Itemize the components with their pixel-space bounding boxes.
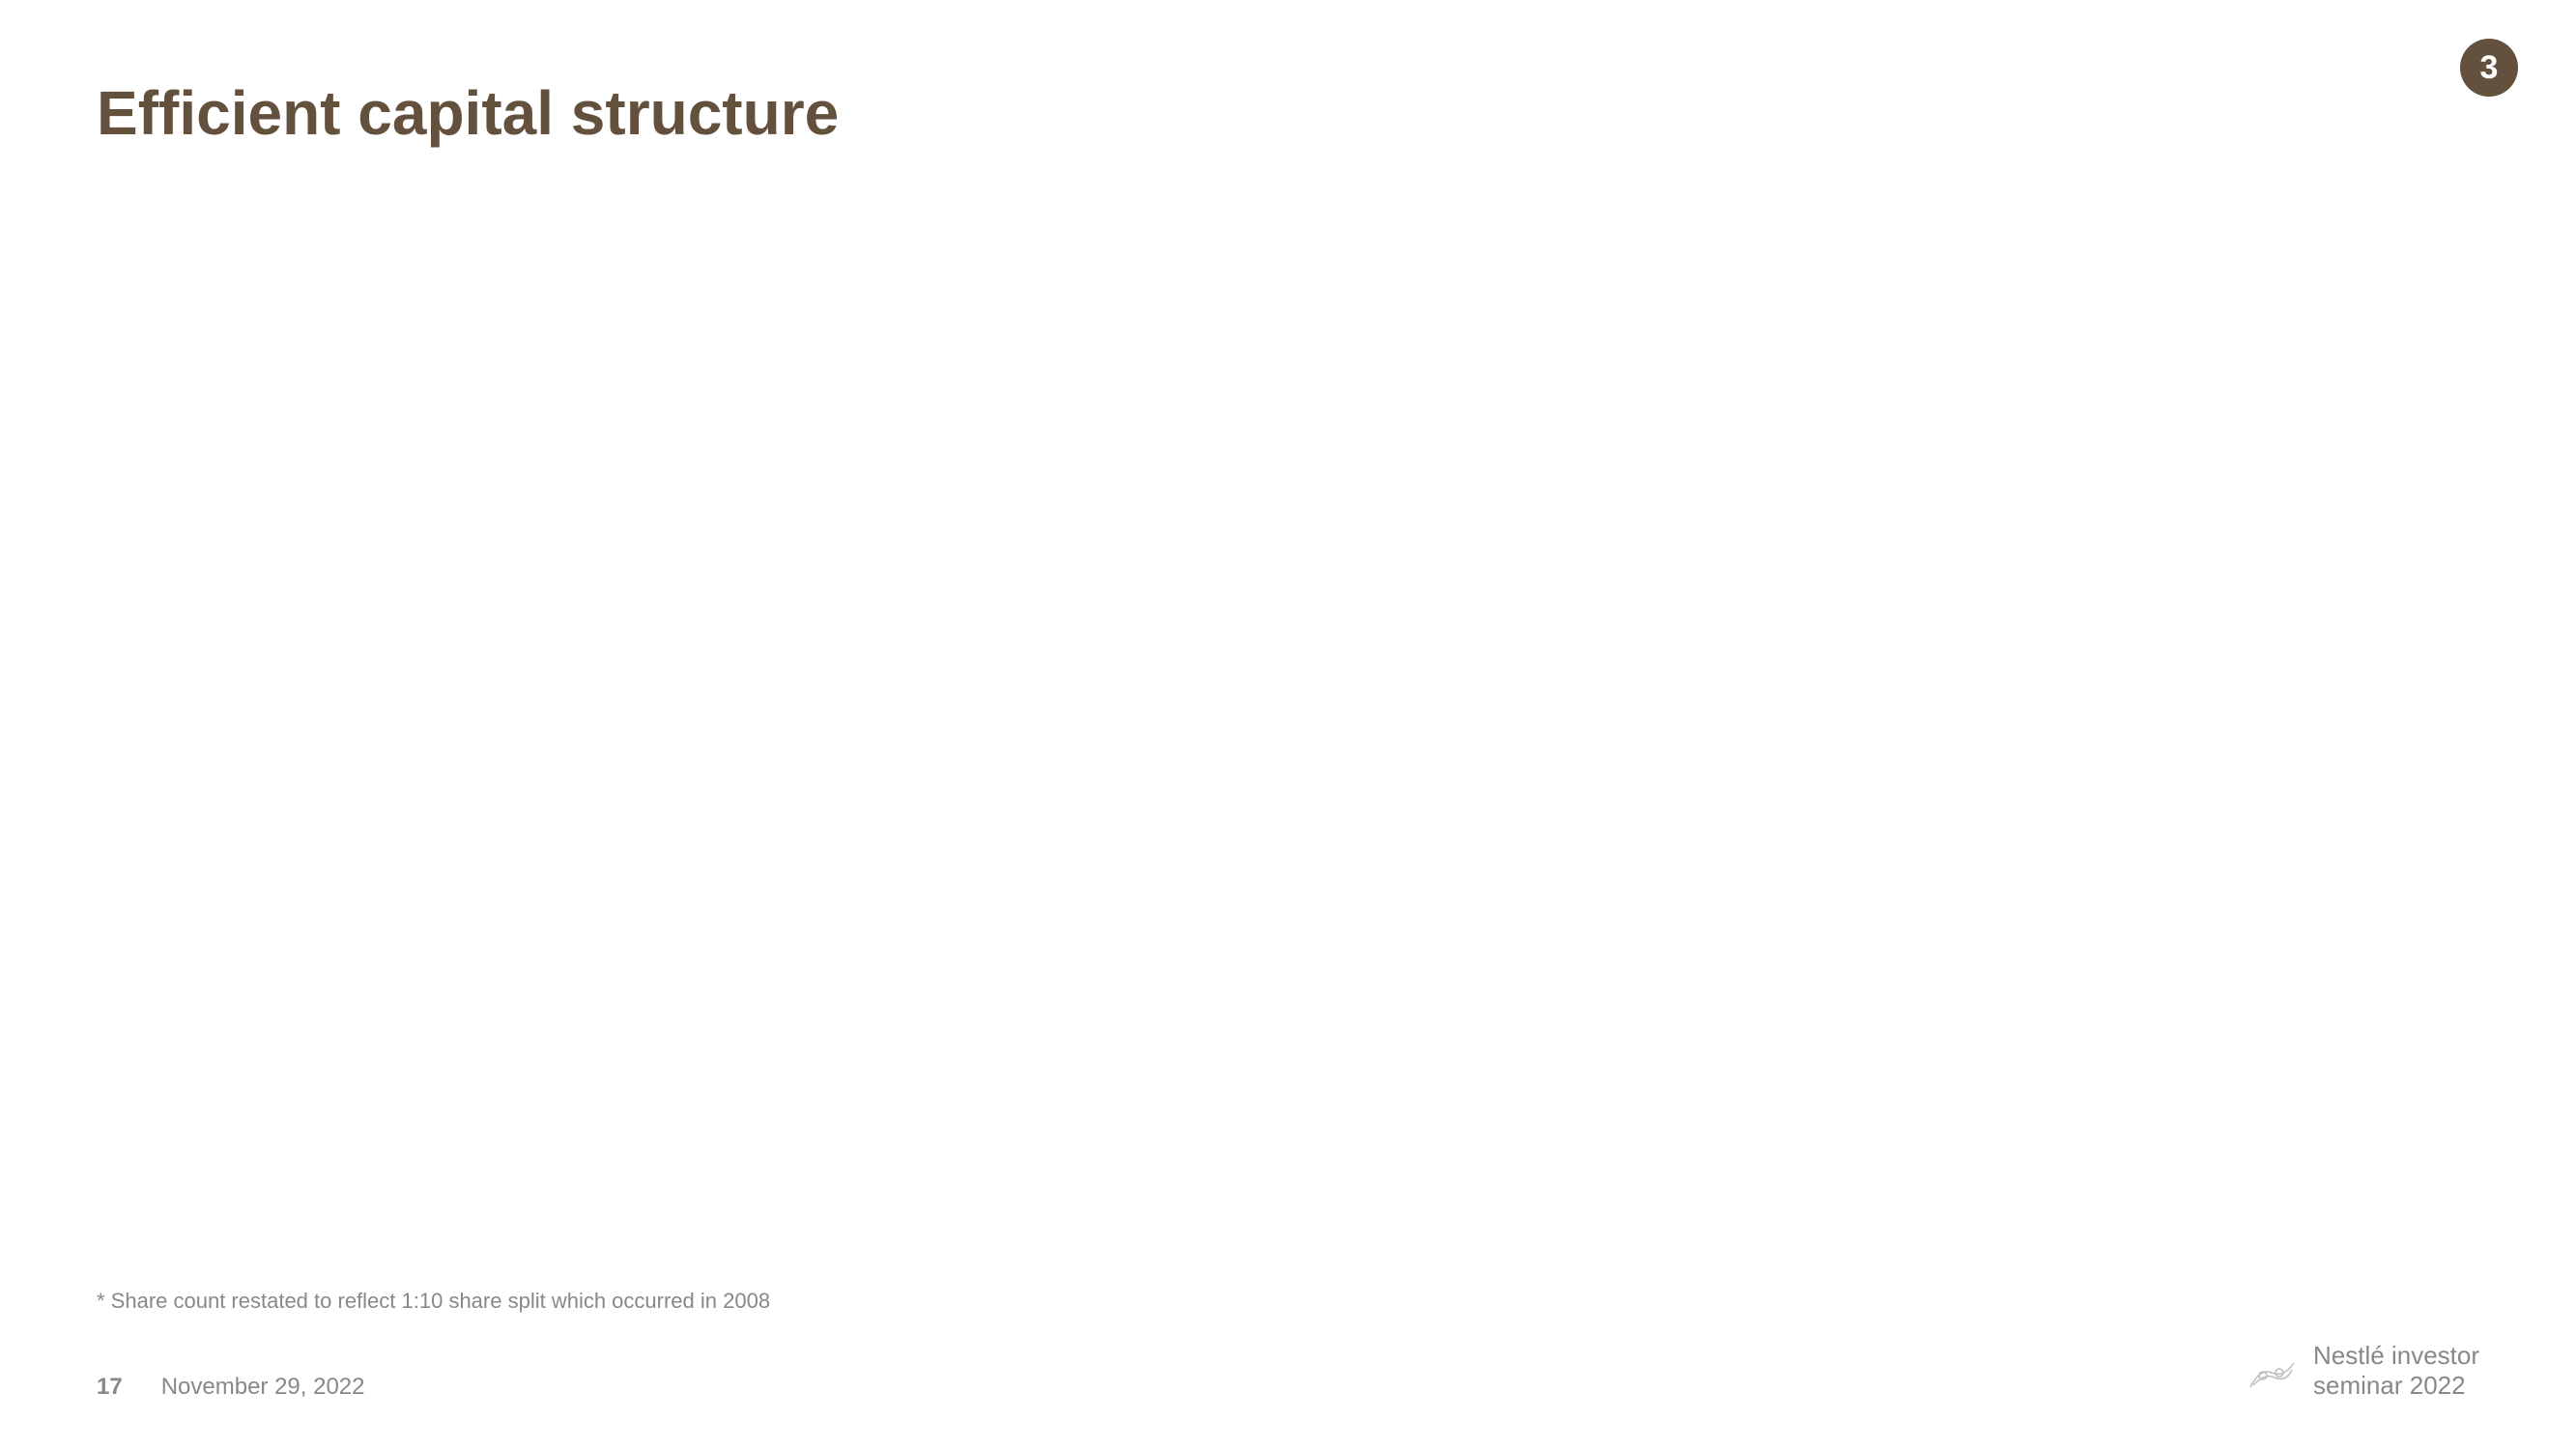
slide-number-badge: 3 — [2460, 39, 2518, 97]
brand-logo-icon — [2246, 1349, 2299, 1392]
slide-title: Efficient capital structure — [97, 77, 2479, 149]
footer-date: November 29, 2022 — [161, 1374, 365, 1401]
brand-line1: Nestlé investor — [2313, 1341, 2479, 1371]
brand-line2: seminar 2022 — [2313, 1371, 2479, 1401]
badge-text: 3 — [2480, 49, 2499, 87]
footnote: * Share count restated to reflect 1:10 s… — [97, 1289, 2479, 1314]
footer-right: Nestlé investor seminar 2022 — [2246, 1341, 2479, 1401]
brand-text: Nestlé investor seminar 2022 — [2313, 1341, 2479, 1401]
slide: 3 Efficient capital structure * Share co… — [0, 0, 2576, 1449]
page-number: 17 — [97, 1374, 123, 1401]
panels-row — [97, 197, 2479, 1260]
footer: 17 November 29, 2022 Nestlé investor sem… — [97, 1341, 2479, 1401]
footer-left: 17 November 29, 2022 — [97, 1374, 365, 1401]
